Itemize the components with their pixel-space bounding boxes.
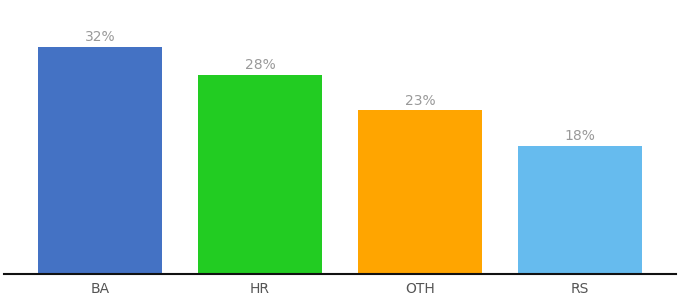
Text: 28%: 28%	[245, 58, 275, 72]
Bar	[198, 75, 322, 274]
Text: 32%: 32%	[85, 30, 116, 44]
Bar	[358, 110, 482, 274]
Bar	[38, 47, 163, 274]
Bar	[517, 146, 642, 274]
Text: 23%: 23%	[405, 94, 435, 108]
Text: 18%: 18%	[564, 129, 595, 143]
